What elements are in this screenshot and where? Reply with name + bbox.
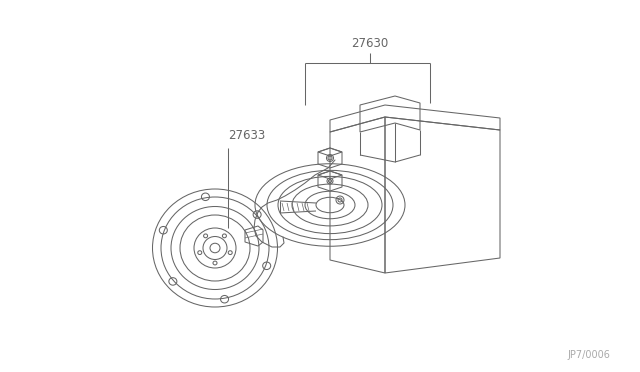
Text: 27630: 27630	[351, 37, 388, 50]
Text: 27633: 27633	[228, 129, 265, 142]
Text: JP7/0006: JP7/0006	[567, 350, 610, 360]
